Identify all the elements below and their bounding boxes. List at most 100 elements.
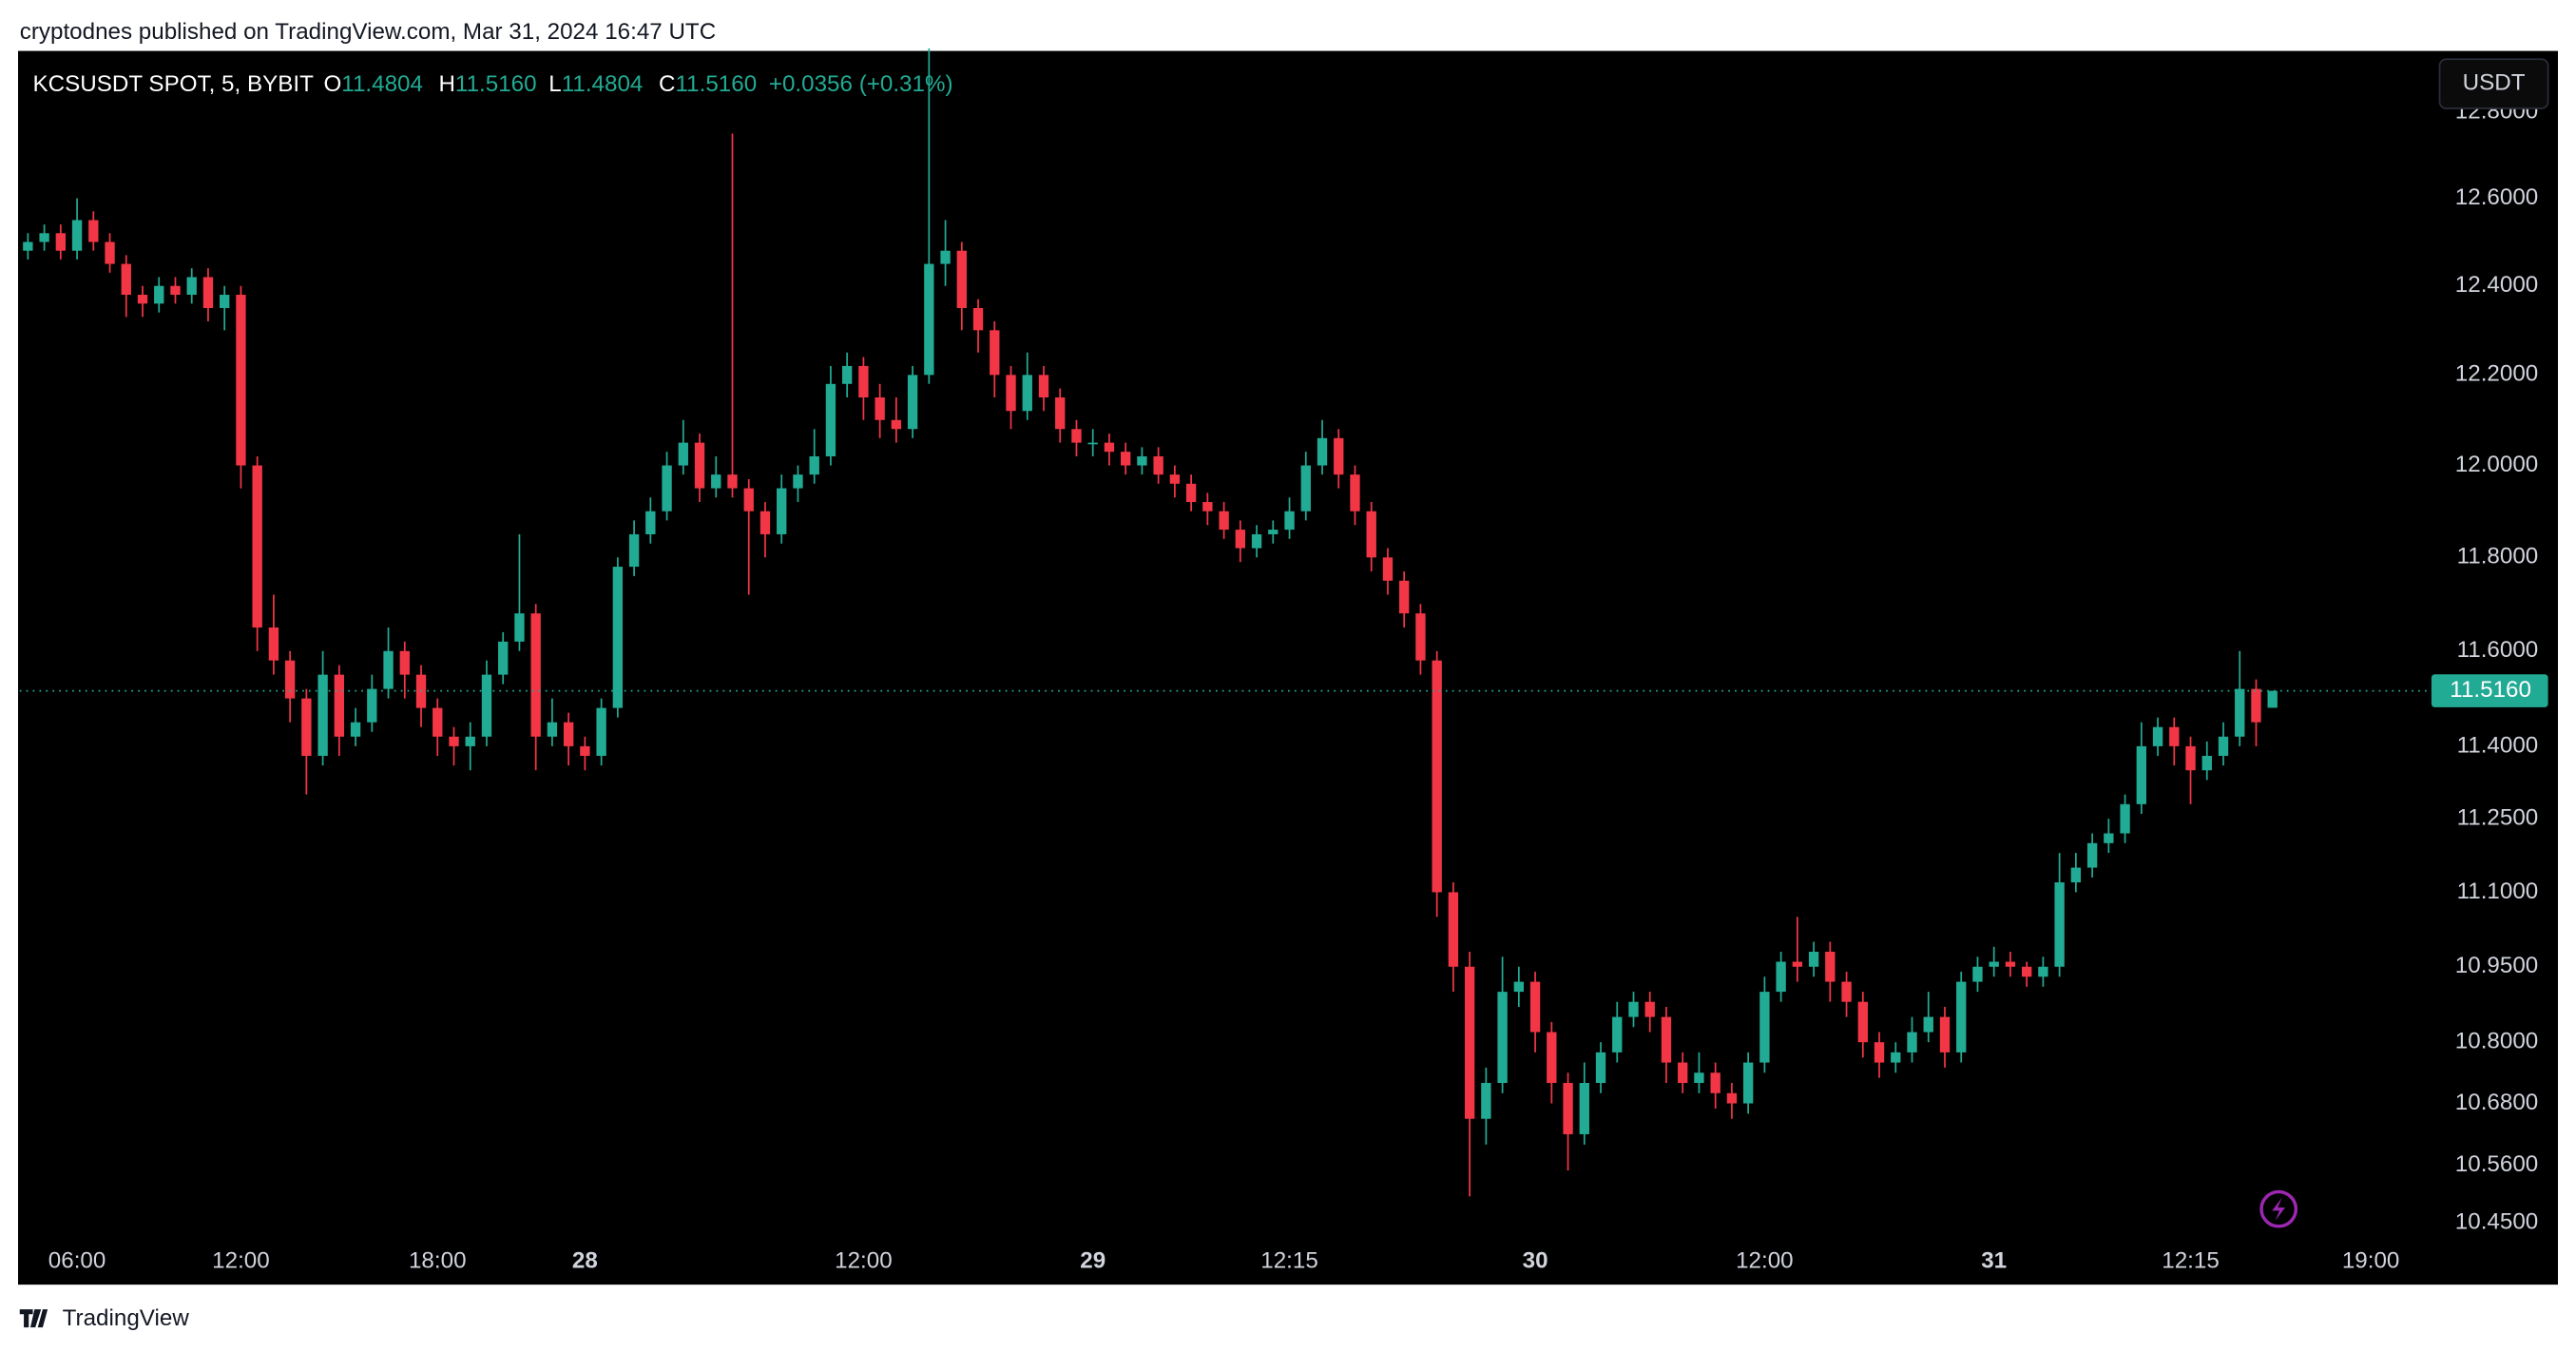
candle-body — [2070, 867, 2082, 883]
candle-body — [334, 674, 345, 737]
candle-body — [2054, 882, 2065, 967]
candle-body — [433, 707, 443, 737]
candle-body — [121, 263, 131, 296]
candle-body — [1185, 483, 1197, 503]
candle-body — [1153, 455, 1163, 475]
candle-body — [252, 465, 262, 628]
candle-body — [530, 613, 541, 737]
candle-body — [1382, 557, 1394, 581]
candle-body — [2251, 688, 2261, 723]
candle-body — [972, 307, 984, 331]
symbol-info: KCSUSDT SPOT, 5, BYBIT O11.4804 H11.5160… — [33, 71, 953, 97]
candle-body — [1022, 375, 1032, 412]
candle-body — [1448, 892, 1459, 967]
candle-body — [268, 627, 279, 661]
candle-body — [1759, 992, 1770, 1063]
candle-body — [1432, 660, 1442, 893]
x-tick-label: 12:15 — [1260, 1247, 1318, 1273]
x-tick-label: 12:00 — [1736, 1247, 1794, 1273]
candle-body — [1907, 1032, 1917, 1053]
candle-body — [1808, 952, 1819, 967]
brand-logo — [19, 1309, 48, 1328]
candle-body — [1006, 375, 1016, 412]
candle-body — [841, 365, 853, 384]
candle-body — [1481, 1083, 1491, 1119]
candle-body — [777, 488, 787, 534]
candle-body — [547, 722, 558, 737]
candle-body — [1219, 511, 1229, 531]
y-tick-label: 10.8000 — [2455, 1029, 2538, 1054]
y-tick-label: 11.4000 — [2457, 732, 2539, 758]
y-tick-label: 10.6800 — [2455, 1090, 2538, 1115]
candle-body — [875, 397, 885, 420]
candle-body — [1595, 1052, 1606, 1084]
candle-body — [2152, 726, 2163, 746]
plot-area: 10.4500 10.5600 10.6800 10.8000 10.9500 11.10… — [19, 48, 2548, 1273]
candle-body — [1678, 1062, 1688, 1084]
symbol: KCSUSDT SPOT, 5, BYBIT — [33, 71, 315, 97]
y-tick-label: 11.8000 — [2457, 544, 2539, 570]
candle-body — [1841, 981, 1852, 1002]
change: +0.0356 (+0.31%) — [769, 71, 953, 97]
candle-body — [2005, 961, 2016, 967]
currency-label[interactable]: USDT — [2463, 70, 2526, 96]
candle-body — [1628, 1001, 1639, 1017]
candle-body — [1169, 474, 1181, 484]
candle-body — [1071, 429, 1082, 443]
y-tick-label: 11.2500 — [2457, 805, 2539, 831]
candle-body — [1104, 442, 1115, 453]
candle-body — [956, 250, 967, 308]
candle-body — [809, 455, 819, 475]
candle-body — [202, 277, 214, 308]
candle-body — [236, 295, 246, 466]
candle-body — [186, 277, 197, 296]
candle-body — [71, 220, 83, 251]
candle-body — [1202, 502, 1213, 512]
candle-body — [1334, 437, 1344, 475]
flash-bolt[interactable] — [2272, 1197, 2286, 1221]
candle-body — [743, 488, 754, 512]
candle-body — [367, 688, 377, 723]
candle-body — [1366, 511, 1376, 558]
candle-body — [628, 533, 640, 568]
candle-body — [2201, 755, 2212, 771]
x-tick-label: 30 — [1523, 1247, 1548, 1273]
candle-body — [563, 722, 574, 746]
candle-body — [1235, 530, 1246, 549]
flash-circle[interactable] — [2259, 1189, 2298, 1228]
y-tick-label: 12.0000 — [2455, 452, 2538, 477]
publisher-line: cryptodnes published on TradingView.com,… — [20, 19, 716, 45]
currency-button[interactable]: USDT — [2438, 58, 2549, 109]
candle-body — [170, 285, 181, 296]
candle-body — [1776, 961, 1786, 993]
candle-body — [694, 442, 705, 489]
candle-body — [2218, 736, 2229, 756]
candle-body — [596, 707, 606, 756]
candle-body — [2038, 966, 2048, 977]
candle-body — [1415, 613, 1426, 661]
ohlc-key: O — [323, 71, 341, 97]
candle-body — [2086, 842, 2098, 868]
ohlc-value: 11.4804 — [341, 71, 423, 97]
currency-button-bg[interactable] — [2438, 58, 2549, 109]
candle-body — [1563, 1083, 1573, 1134]
candle-body — [1137, 455, 1147, 466]
flash-icon[interactable] — [2259, 1189, 2298, 1228]
candle-body — [2267, 690, 2278, 708]
candle-body — [154, 285, 164, 304]
candle-body — [1579, 1083, 1589, 1134]
candle-body — [1726, 1092, 1738, 1104]
candle-body — [137, 295, 148, 304]
ohlc-key: H — [438, 71, 454, 97]
candle-body — [2169, 726, 2180, 746]
candle-body — [1891, 1052, 1901, 1063]
brand-name: TradingView — [63, 1305, 190, 1331]
ohlc-value: 11.4804 — [562, 71, 644, 97]
candle-body — [1989, 961, 1999, 967]
ohlc-value: 11.5160 — [676, 71, 758, 97]
candle-body — [55, 233, 67, 251]
x-tick-label: 12:15 — [2162, 1247, 2220, 1273]
candle-body — [711, 474, 721, 489]
